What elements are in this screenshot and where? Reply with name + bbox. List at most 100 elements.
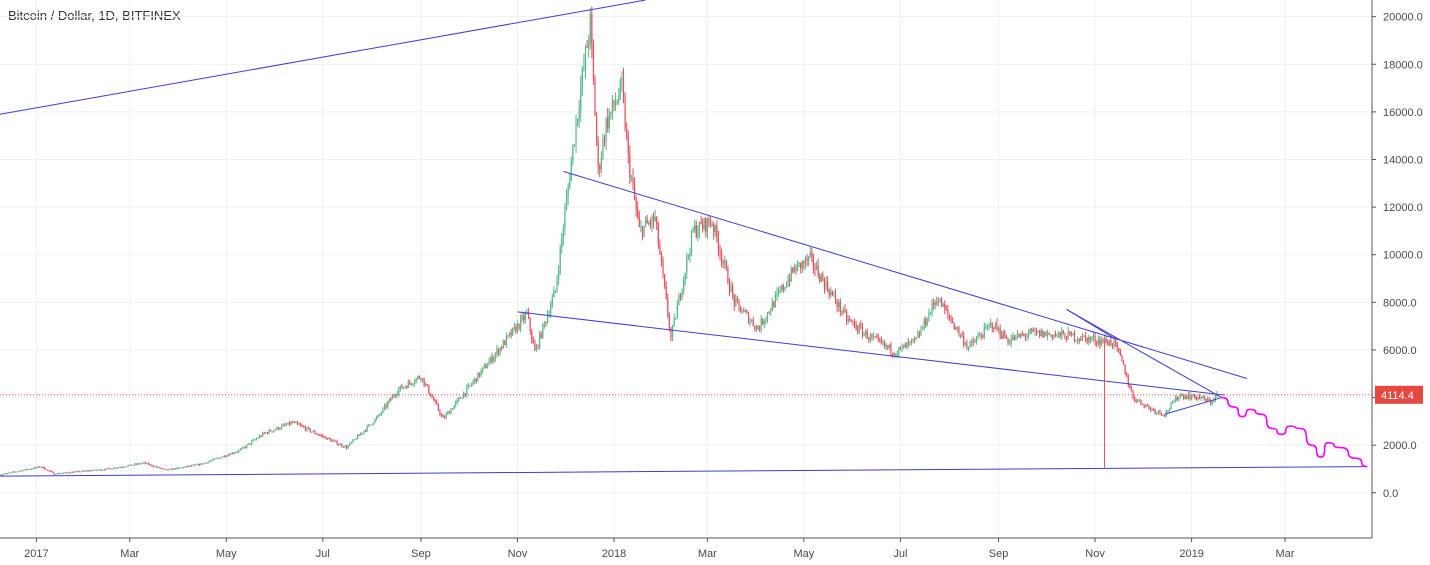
- candle-body: [364, 430, 367, 432]
- candle-body: [502, 340, 504, 349]
- candle-body: [1065, 338, 1068, 340]
- candle-body: [31, 468, 33, 470]
- candle-body: [505, 336, 507, 345]
- candle-body: [1194, 393, 1196, 397]
- candle-body: [885, 345, 887, 347]
- candle-body: [1118, 348, 1120, 351]
- candle-body: [820, 274, 822, 282]
- candle-body: [709, 223, 712, 226]
- candle-body: [78, 471, 80, 473]
- candle-body: [260, 435, 262, 437]
- candle-body: [160, 468, 163, 470]
- candle-body: [444, 417, 446, 419]
- candle-body: [993, 328, 995, 330]
- candle-body: [7, 472, 9, 474]
- candle-body: [138, 463, 140, 465]
- candle-body: [1048, 333, 1050, 335]
- candle-body: [967, 347, 970, 349]
- candle-body: [263, 432, 265, 434]
- candle-body: [144, 462, 147, 464]
- candle-body: [220, 457, 223, 459]
- candle-body: [181, 467, 183, 469]
- candle-body: [37, 466, 39, 468]
- candle-body: [485, 365, 487, 369]
- candle-body: [1067, 331, 1069, 340]
- candle-body: [1056, 333, 1058, 336]
- candle-body: [1078, 338, 1080, 340]
- candle-body: [328, 437, 330, 440]
- candle-body: [423, 378, 425, 385]
- candle-body: [744, 310, 746, 312]
- candle-body: [440, 414, 443, 416]
- candle-body: [377, 414, 379, 418]
- candle-body: [24, 469, 26, 471]
- candle-body: [749, 320, 751, 324]
- candle-body: [170, 468, 172, 470]
- candle-body: [1137, 400, 1139, 402]
- candle-body: [470, 384, 473, 386]
- candle-body: [1059, 332, 1061, 336]
- candle-body: [933, 302, 935, 305]
- candle-body: [114, 467, 117, 469]
- candle-body: [572, 145, 574, 161]
- candle-body: [670, 328, 672, 338]
- candle-body: [1108, 340, 1110, 345]
- candle-body: [197, 463, 199, 465]
- candle-body: [711, 223, 713, 226]
- candle-body: [575, 122, 577, 145]
- candle-body: [828, 290, 830, 296]
- candle-body: [589, 13, 591, 42]
- candle-body: [588, 41, 590, 48]
- candle-body: [38, 466, 41, 468]
- candle-body: [622, 78, 625, 99]
- candle-body: [287, 422, 289, 425]
- trendline: [1066, 309, 1115, 339]
- candle-body: [312, 431, 314, 433]
- candle-body: [705, 218, 707, 233]
- candle-body: [203, 462, 205, 465]
- candle-body: [558, 271, 560, 280]
- candle-body: [344, 446, 346, 448]
- candle-body: [459, 397, 462, 399]
- x-tick-label: 2017: [24, 548, 48, 560]
- candle-body: [508, 332, 511, 335]
- candle-body: [1026, 335, 1028, 337]
- candle-body: [792, 267, 794, 272]
- candle-body: [713, 223, 715, 232]
- candle-body: [1010, 339, 1012, 344]
- candle-body: [706, 218, 708, 233]
- candle-body: [486, 365, 489, 369]
- candle-body: [1195, 396, 1197, 400]
- candle-body: [559, 247, 561, 272]
- candle-body: [901, 346, 903, 348]
- candle-body: [1084, 335, 1087, 338]
- candle-body: [363, 430, 365, 434]
- candle-body: [108, 468, 110, 470]
- candle-body: [844, 308, 846, 312]
- candle-body: [687, 255, 689, 258]
- candle-body: [1061, 330, 1063, 336]
- candle-body: [1094, 336, 1096, 343]
- candle-body: [766, 312, 769, 319]
- x-axis[interactable]: 2017 Mar May Jul Sep Nov 2018 Mar May Jul Sep Nov 20…: [0, 537, 1372, 560]
- candle-body: [233, 452, 235, 454]
- candles: [0, 6, 1218, 476]
- candle-body: [171, 468, 174, 470]
- candle-body: [879, 338, 881, 341]
- candle-body: [73, 471, 75, 473]
- candle-body: [796, 262, 799, 272]
- candle-body: [448, 411, 451, 414]
- candle-body: [461, 398, 463, 400]
- candle-body: [858, 325, 860, 332]
- candle-body: [258, 435, 261, 439]
- candle-body: [1020, 334, 1022, 338]
- candle-body: [537, 345, 539, 348]
- candle-body: [257, 438, 259, 440]
- y-axis[interactable]: 20000.0 18000.0 16000.0 14000.0 12000.0 10000…: [1371, 0, 1423, 538]
- candle-body: [866, 331, 868, 339]
- candle-body: [684, 272, 686, 280]
- candle-body: [178, 467, 180, 469]
- candle-body: [192, 464, 194, 466]
- candle-body: [1018, 333, 1020, 338]
